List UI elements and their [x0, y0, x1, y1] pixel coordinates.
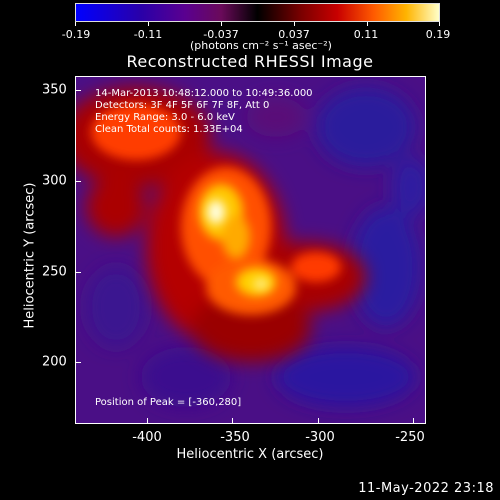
- x-tick-label: -400: [132, 430, 162, 445]
- negative-regions: [86, 87, 425, 407]
- x-tick-label: -250: [395, 430, 425, 445]
- detectors-label: Detectors: 3F 4F 5F 6F 7F 8F, Att 0: [95, 100, 270, 111]
- image-canvas: [76, 77, 425, 423]
- colorbar-tick: [148, 22, 149, 26]
- colorbar: [75, 3, 440, 22]
- y-tick: [75, 362, 81, 363]
- y-tick-label: 250: [42, 264, 67, 280]
- colorbar-tick: [221, 22, 222, 26]
- generation-timestamp: 11-May-2022 23:18: [358, 481, 494, 496]
- colorbar-tick-label: 0.19: [425, 28, 451, 41]
- x-tick: [147, 418, 148, 424]
- y-tick: [75, 181, 81, 182]
- colorbar-tick: [294, 22, 295, 26]
- colorbar-tick-label: -0.11: [133, 28, 163, 41]
- time-range-label: 14-Mar-2013 10:48:12.000 to 10:49:36.000: [95, 88, 313, 99]
- y-tick-label: 350: [42, 82, 67, 98]
- colorbar-tick-label: 0.037: [278, 28, 310, 41]
- colorbar-tick-label: -0.19: [61, 28, 91, 41]
- x-tick: [413, 418, 414, 424]
- x-tick-label: -350: [220, 430, 250, 445]
- peak-position-label: Position of Peak = [-360,280]: [95, 397, 242, 408]
- colorbar-tick: [367, 22, 368, 26]
- colorbar-tick-label: -0.037: [203, 28, 239, 41]
- y-tick-label: 300: [42, 173, 67, 189]
- colorbar-tick: [439, 22, 440, 26]
- colorbar-tick-label: 0.11: [353, 28, 379, 41]
- colorbar-tick: [75, 22, 76, 26]
- x-tick-label: -300: [305, 430, 335, 445]
- y-tick: [75, 90, 81, 91]
- colorbar-units: (photons cm⁻² s⁻¹ asec⁻²): [190, 39, 332, 52]
- plot-title: Reconstructed RHESSI Image: [126, 52, 374, 71]
- x-tick: [232, 418, 233, 424]
- y-tick: [75, 272, 81, 273]
- method-counts-label: Clean Total counts: 1.33E+04: [95, 124, 243, 135]
- rhessi-image: [75, 76, 426, 424]
- y-axis-title: Heliocentric Y (arcsec): [22, 182, 38, 329]
- energy-range-label: Energy Range: 3.0 - 6.0 keV: [95, 112, 235, 123]
- y-tick-label: 200: [42, 354, 67, 370]
- x-tick: [318, 418, 319, 424]
- peak-core: [207, 200, 268, 289]
- x-axis-title: Heliocentric X (arcsec): [176, 447, 324, 462]
